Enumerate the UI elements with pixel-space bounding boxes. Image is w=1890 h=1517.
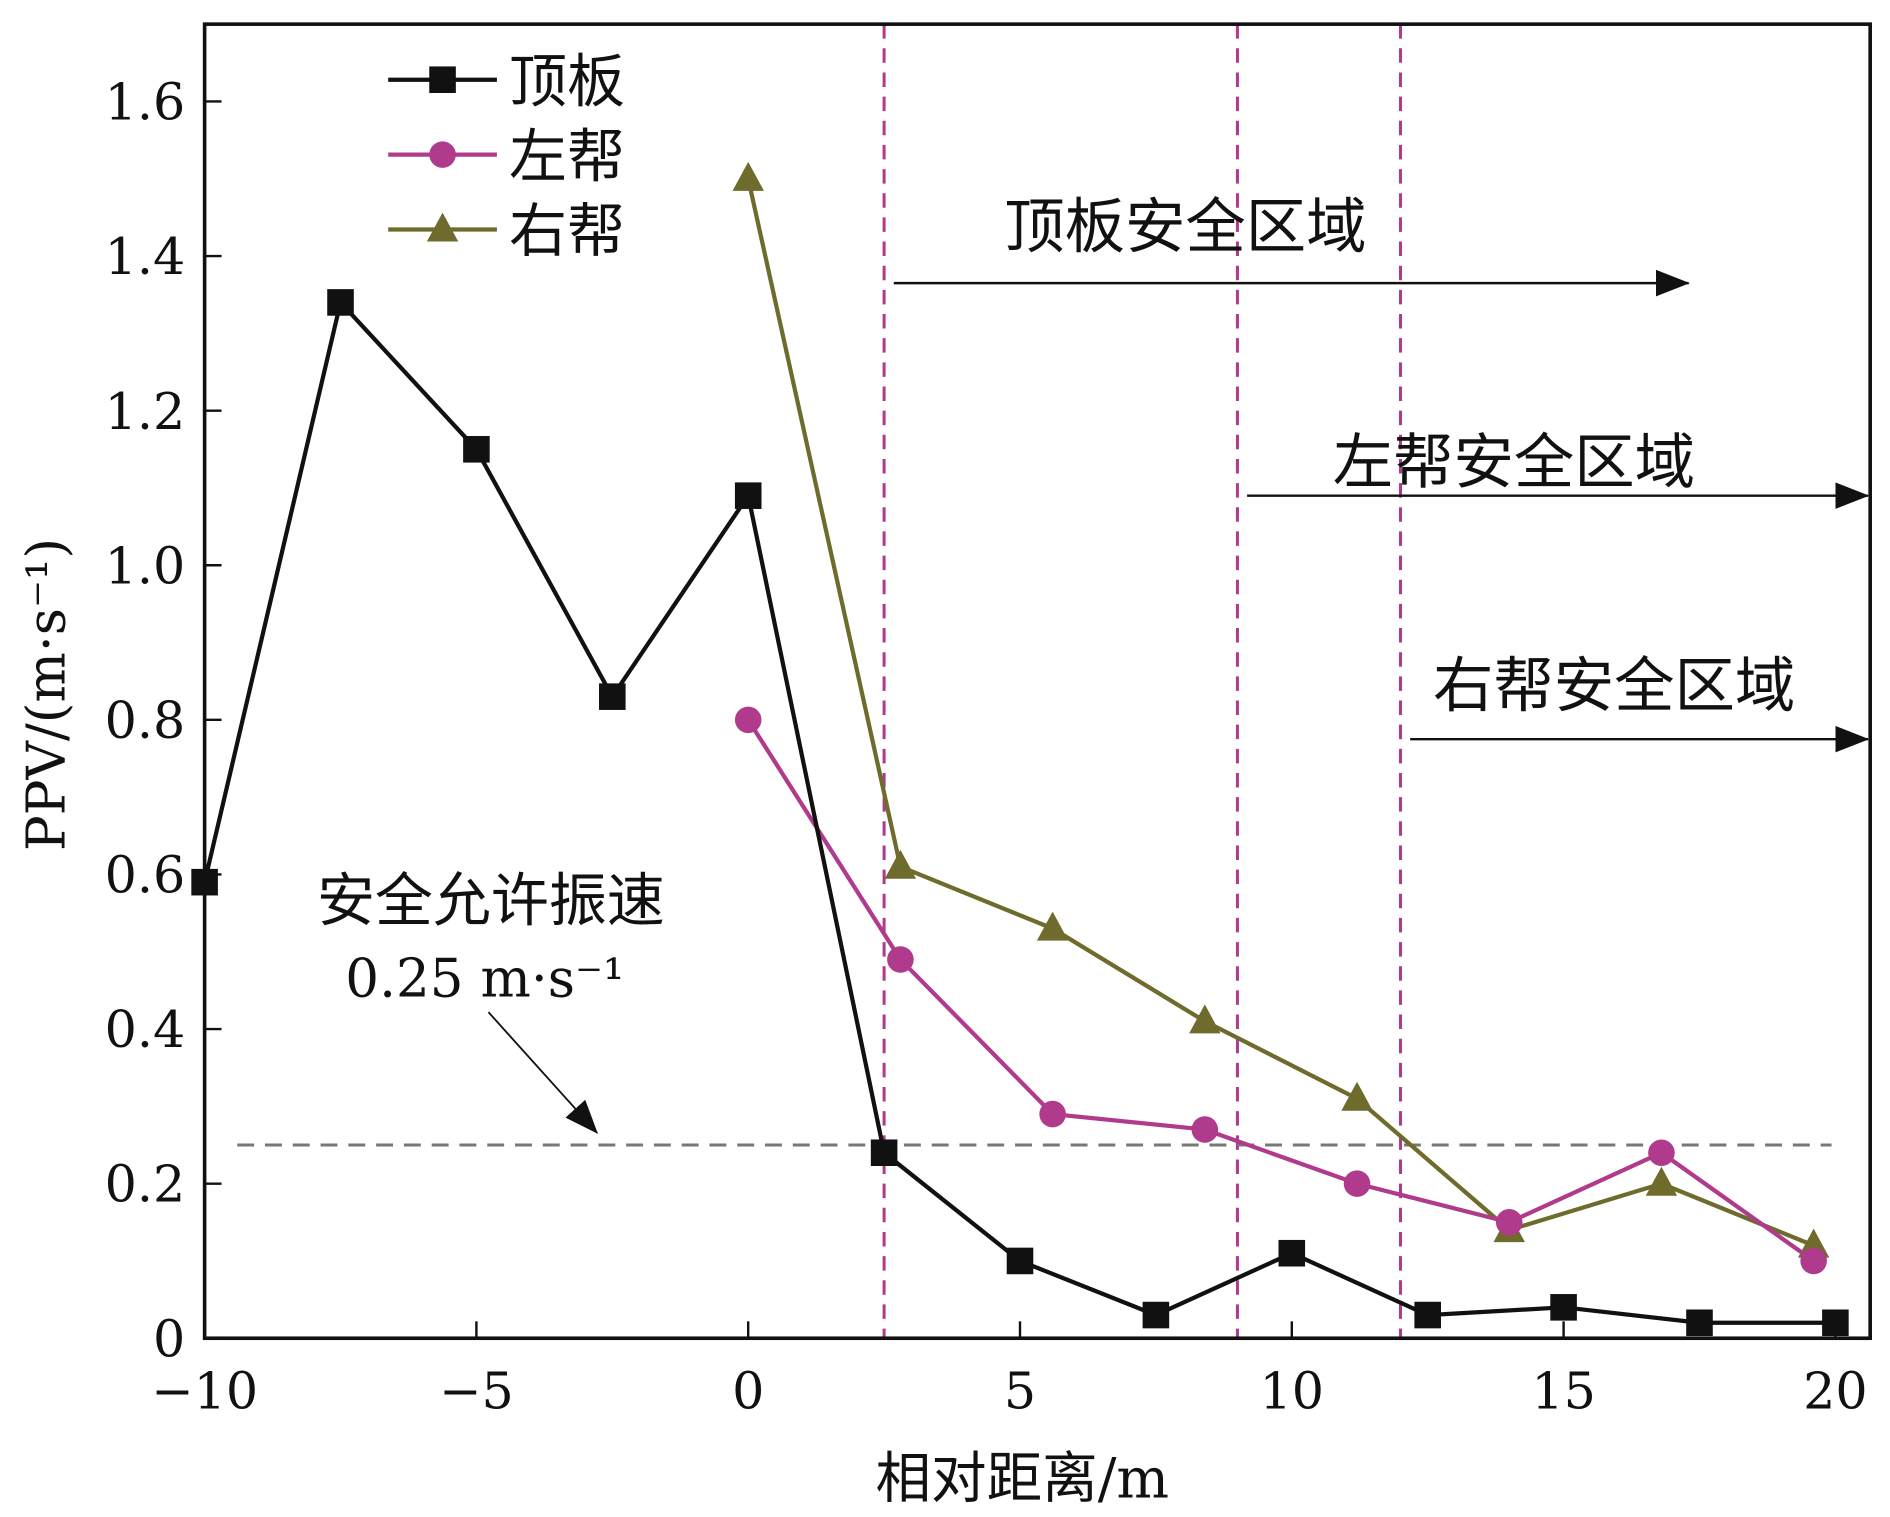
y-tick-label: 0.8 <box>105 691 186 750</box>
legend-label: 右帮 <box>509 197 625 265</box>
plot-frame <box>202 22 1872 1341</box>
y-tick-label: 0.4 <box>105 1000 186 1059</box>
data-point-triangle <box>1645 1166 1678 1196</box>
data-point-square <box>1006 1247 1034 1275</box>
series-line-circle <box>746 718 1815 1263</box>
data-point-circle <box>1800 1247 1827 1275</box>
y-tick-label: 0.2 <box>105 1155 186 1214</box>
data-point-triangle <box>1341 1081 1373 1111</box>
data-point-square <box>463 436 490 463</box>
y-tick-label: 1.2 <box>105 382 186 441</box>
data-point-circle <box>734 706 762 734</box>
data-point-square <box>1414 1301 1441 1329</box>
data-point-square <box>1550 1294 1577 1321</box>
data-point-circle <box>1191 1116 1219 1143</box>
y-axis-label: PPV/(m·s⁻¹) <box>16 538 78 851</box>
data-point-triangle <box>1036 911 1069 941</box>
data-point-triangle <box>732 161 764 191</box>
series-line-triangle <box>746 178 1815 1248</box>
data-point-triangle <box>1189 1004 1221 1034</box>
data-point-circle <box>1648 1139 1675 1167</box>
x-tick-label: 15 <box>1531 1361 1596 1420</box>
x-tick-label: 10 <box>1260 1361 1325 1420</box>
zone-label: 顶板安全区域 <box>1004 193 1366 263</box>
legend-marker-circle <box>429 141 456 168</box>
data-point-square <box>327 289 354 316</box>
zone-label: 右帮安全区域 <box>1433 652 1795 722</box>
y-tick-label: 0 <box>153 1309 185 1368</box>
legend-label: 左帮 <box>509 122 625 190</box>
data-point-triangle <box>884 849 917 879</box>
y-tick-label: 1.6 <box>105 73 186 132</box>
data-point-circle <box>1343 1170 1371 1197</box>
data-point-square <box>599 683 626 710</box>
y-tick-label: 0.6 <box>105 846 186 905</box>
legend-label: 顶板 <box>509 47 625 115</box>
data-point-square <box>734 482 762 509</box>
data-point-circle <box>1495 1209 1523 1236</box>
data-point-square <box>1142 1301 1170 1329</box>
data-point-square <box>1822 1309 1849 1337</box>
legend-marker-triangle <box>426 212 459 242</box>
data-point-circle <box>1039 1100 1066 1128</box>
x-tick-label: 5 <box>1004 1361 1036 1420</box>
threshold-label: 安全允许振速 <box>317 866 665 934</box>
x-axis-label: 相对距离/m <box>876 1447 1170 1512</box>
x-tick-label: −10 <box>151 1361 258 1420</box>
threshold-arrow <box>487 1011 598 1134</box>
data-point-square <box>1686 1309 1713 1337</box>
y-tick-label: 1.4 <box>105 227 186 286</box>
y-tick-label: 1.0 <box>105 536 186 595</box>
threshold-value-label: 0.25 m·s⁻¹ <box>345 947 624 1009</box>
data-point-square <box>191 868 218 896</box>
legend-marker-square <box>429 66 456 94</box>
zone-label: 左帮安全区域 <box>1333 428 1695 498</box>
x-tick-label: 20 <box>1803 1361 1868 1420</box>
data-point-circle <box>887 946 914 973</box>
x-tick-label: 0 <box>732 1361 764 1420</box>
data-point-square <box>1278 1239 1306 1267</box>
data-point-square <box>870 1139 898 1167</box>
x-tick-label: −5 <box>439 1361 514 1420</box>
